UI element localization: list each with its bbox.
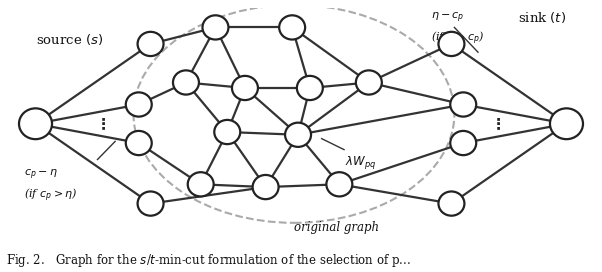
Circle shape xyxy=(138,191,164,216)
Circle shape xyxy=(173,70,199,95)
Circle shape xyxy=(450,131,476,155)
Text: Fig. 2.   Graph for the $s$/$t$-min-cut formulation of the selection of p...: Fig. 2. Graph for the $s$/$t$-min-cut fo… xyxy=(6,252,411,269)
Text: ⋮: ⋮ xyxy=(491,116,506,131)
Circle shape xyxy=(214,120,240,144)
Circle shape xyxy=(285,123,311,147)
Text: $\lambda W_{pq}$: $\lambda W_{pq}$ xyxy=(345,154,376,171)
Text: $c_p - \eta$
(if $c_p > \eta$): $c_p - \eta$ (if $c_p > \eta$) xyxy=(23,168,77,204)
Circle shape xyxy=(253,175,279,199)
Circle shape xyxy=(326,172,352,196)
Circle shape xyxy=(188,172,214,196)
Circle shape xyxy=(550,108,583,139)
Circle shape xyxy=(232,76,258,100)
Circle shape xyxy=(202,15,228,39)
Text: ⋮: ⋮ xyxy=(96,116,111,131)
Circle shape xyxy=(297,76,323,100)
Circle shape xyxy=(438,32,464,56)
Circle shape xyxy=(138,32,164,56)
Circle shape xyxy=(126,131,152,155)
Circle shape xyxy=(438,191,464,216)
Circle shape xyxy=(450,92,476,117)
Circle shape xyxy=(279,15,305,39)
Text: source $(s)$: source $(s)$ xyxy=(36,32,103,47)
Text: $\eta - c_p$
(if $\eta > c_p$): $\eta - c_p$ (if $\eta > c_p$) xyxy=(431,11,484,47)
Text: original graph: original graph xyxy=(294,221,379,234)
Circle shape xyxy=(356,70,382,95)
Text: sink $(t)$: sink $(t)$ xyxy=(518,10,566,25)
Circle shape xyxy=(126,92,152,117)
Circle shape xyxy=(19,108,52,139)
